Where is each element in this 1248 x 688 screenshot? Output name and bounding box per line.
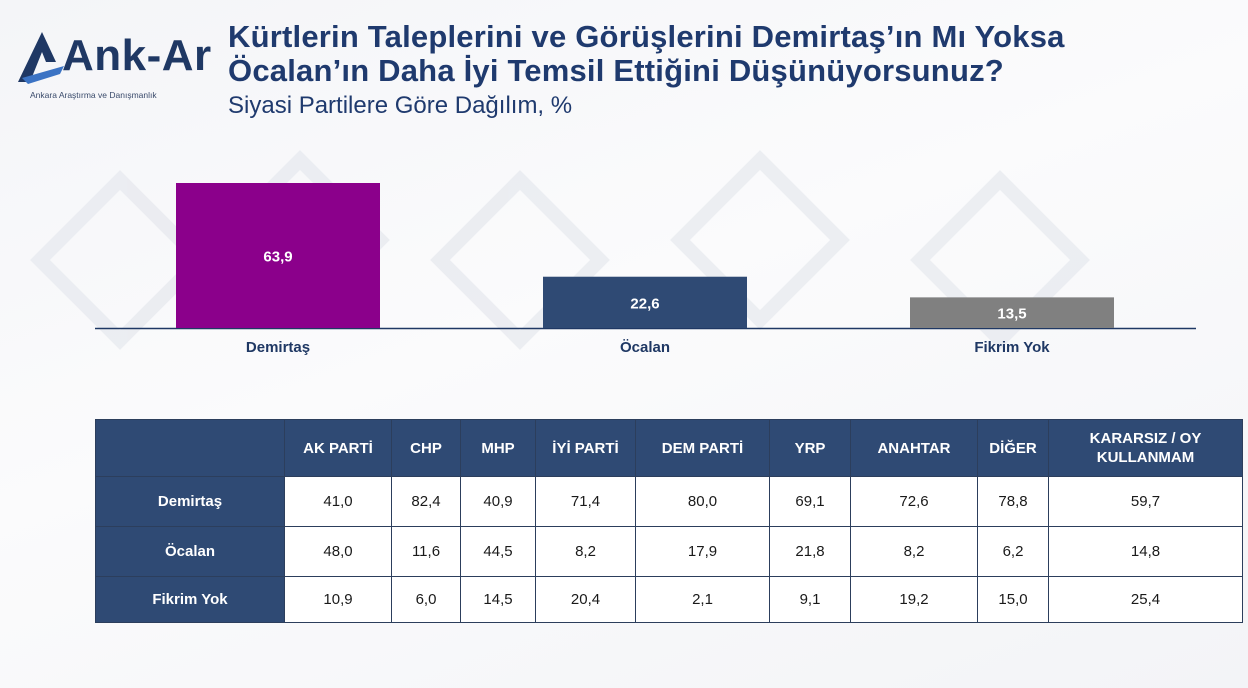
logo-tagline: Ankara Araştırma ve Danışmanlık [30,90,157,100]
table-cell: 8,2 [850,526,978,577]
table-column-header: DEM PARTİ [635,419,770,477]
table-row-header: Öcalan [95,526,285,577]
table-column-header: ANAHTAR [850,419,978,477]
table-cell: 48,0 [284,526,392,577]
table-cell: 6,0 [391,576,461,623]
table-cell: 17,9 [635,526,770,577]
table-cell: 40,9 [460,476,536,527]
table-cell: 9,1 [769,576,851,623]
distribution-table: AK PARTİ CHP MHP İYİ PARTİ DEM PARTİ YRP ANAHT… [95,419,1243,623]
table-column-header: YRP [769,419,851,477]
category-label: Fikrim Yok [974,339,1050,356]
table-cell: 72,6 [850,476,978,527]
table-cell: 14,5 [460,576,536,623]
table-column-header: KARARSIZ / OY KULLANMAM [1048,419,1243,477]
logo: Ank-Ar Ankara Araştırma ve Danışmanlık [16,28,216,108]
table-row: Demirtaş 41,0 82,4 40,9 71,4 80,0 69,1 72,6 78,8… [95,476,1243,527]
table-cell: 11,6 [391,526,461,577]
table-cell: 69,1 [769,476,851,527]
bar-value-label: 13,5 [997,306,1026,323]
table-row-header: Demirtaş [95,476,285,527]
bar-value-label: 22,6 [630,295,659,312]
table-column-header: DİĞER [977,419,1049,477]
bar-3 [910,297,1114,328]
table-cell: 6,2 [977,526,1049,577]
table-header-row: AK PARTİ CHP MHP İYİ PARTİ DEM PARTİ YRP ANAHT… [95,419,1243,477]
table-cell: 14,8 [1048,526,1243,577]
table-cell: 8,2 [535,526,636,577]
table-corner-cell [95,419,285,477]
table-cell: 21,8 [769,526,851,577]
table-row: Öcalan 48,0 11,6 44,5 8,2 17,9 21,8 8,2 6,2 14,8 [95,526,1243,577]
page-subtitle: Siyasi Partilere Göre Dağılım, % [228,92,573,119]
table-column-header: İYİ PARTİ [535,419,636,477]
table-cell: 71,4 [535,476,636,527]
table-cell: 10,9 [284,576,392,623]
table-cell: 80,0 [635,476,770,527]
table-row: Fikrim Yok 10,9 6,0 14,5 20,4 2,1 9,1 19,2 15,0 2… [95,576,1243,623]
table-column-header: MHP [460,419,536,477]
table-cell: 59,7 [1048,476,1243,527]
title-line-2: Öcalan’ın Daha İyi Temsil Ettiğini Düşün… [228,53,1004,88]
category-label: Demirtaş [246,339,310,356]
bar-1 [176,183,380,328]
logo-wordmark: Ank-Ar [62,31,212,80]
bar-value-label: 63,9 [263,249,292,266]
table-column-header: AK PARTİ [284,419,392,477]
logo-mark-icon [18,32,64,84]
table-cell: 82,4 [391,476,461,527]
table-cell: 44,5 [460,526,536,577]
table-cell: 2,1 [635,576,770,623]
table-cell: 15,0 [977,576,1049,623]
table-cell: 41,0 [284,476,392,527]
table-cell: 78,8 [977,476,1049,527]
category-label: Öcalan [620,339,670,356]
table-column-header: CHP [391,419,461,477]
table-row-header: Fikrim Yok [95,576,285,623]
page-title: Kürtlerin Taleplerini ve Görüşlerini Dem… [228,20,1228,88]
title-line-1: Kürtlerin Taleplerini ve Görüşlerini Dem… [228,19,1065,54]
table-cell: 20,4 [535,576,636,623]
table-cell: 25,4 [1048,576,1243,623]
bar-2 [543,276,747,328]
table-cell: 19,2 [850,576,978,623]
